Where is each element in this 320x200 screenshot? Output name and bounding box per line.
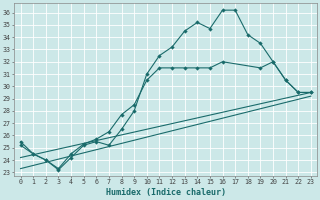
X-axis label: Humidex (Indice chaleur): Humidex (Indice chaleur) (106, 188, 226, 197)
